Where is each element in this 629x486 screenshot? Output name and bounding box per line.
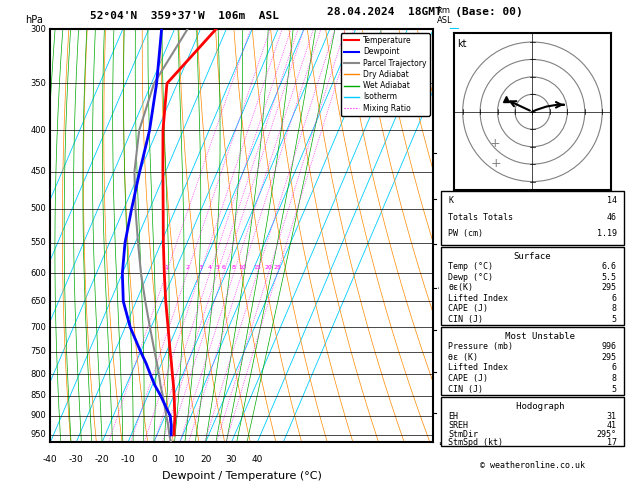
Bar bbox=[441, 397, 624, 447]
Text: CIN (J): CIN (J) bbox=[448, 315, 483, 324]
Text: -10: -10 bbox=[121, 455, 135, 464]
Text: 8: 8 bbox=[611, 374, 616, 383]
Text: 6: 6 bbox=[611, 294, 616, 303]
Text: Lifted Index: Lifted Index bbox=[448, 364, 508, 372]
Text: 5: 5 bbox=[438, 239, 443, 248]
Text: 350: 350 bbox=[31, 79, 47, 88]
Text: 4: 4 bbox=[208, 265, 212, 270]
Text: 6: 6 bbox=[611, 364, 616, 372]
Text: 550: 550 bbox=[31, 238, 47, 247]
Text: 5: 5 bbox=[611, 315, 616, 324]
Text: 950: 950 bbox=[31, 431, 47, 439]
Text: km
ASL: km ASL bbox=[437, 6, 453, 25]
Text: 295: 295 bbox=[601, 283, 616, 292]
Text: Totals Totals: Totals Totals bbox=[448, 212, 513, 222]
Text: CIN (J): CIN (J) bbox=[448, 385, 483, 394]
Legend: Temperature, Dewpoint, Parcel Trajectory, Dry Adiabat, Wet Adiabat, Isotherm, Mi: Temperature, Dewpoint, Parcel Trajectory… bbox=[341, 33, 430, 116]
Bar bbox=[441, 247, 624, 325]
Text: 5: 5 bbox=[611, 385, 616, 394]
Text: 46: 46 bbox=[606, 212, 616, 222]
Text: 3: 3 bbox=[438, 326, 443, 335]
Text: 900: 900 bbox=[31, 411, 47, 420]
Text: 1: 1 bbox=[438, 409, 443, 417]
Text: -20: -20 bbox=[95, 455, 109, 464]
Text: 295°: 295° bbox=[596, 430, 616, 439]
Text: Mixing Ratio (g/kg): Mixing Ratio (g/kg) bbox=[454, 196, 463, 276]
Bar bbox=[441, 191, 624, 245]
Text: θε(K): θε(K) bbox=[448, 283, 474, 292]
Text: 6.6: 6.6 bbox=[601, 262, 616, 271]
Text: 2: 2 bbox=[185, 265, 189, 270]
Text: StmDir: StmDir bbox=[448, 430, 479, 439]
Text: 40: 40 bbox=[252, 455, 263, 464]
Text: 8: 8 bbox=[611, 304, 616, 313]
Text: 5: 5 bbox=[215, 265, 219, 270]
Text: hPa: hPa bbox=[25, 15, 43, 25]
Text: 17: 17 bbox=[606, 438, 616, 448]
Text: 1: 1 bbox=[164, 265, 168, 270]
Text: 450: 450 bbox=[31, 167, 47, 176]
Text: 6: 6 bbox=[438, 194, 443, 204]
Text: CAPE (J): CAPE (J) bbox=[448, 374, 488, 383]
Text: 650: 650 bbox=[31, 297, 47, 306]
Text: 0: 0 bbox=[151, 455, 157, 464]
Text: 7: 7 bbox=[438, 148, 443, 157]
Text: 6: 6 bbox=[221, 265, 226, 270]
Text: Temp (°C): Temp (°C) bbox=[448, 262, 493, 271]
Text: 31: 31 bbox=[606, 412, 616, 421]
Text: 996: 996 bbox=[601, 342, 616, 351]
Text: Most Unstable: Most Unstable bbox=[489, 331, 576, 341]
Text: LCL: LCL bbox=[438, 438, 453, 447]
Text: StmSpd (kt): StmSpd (kt) bbox=[448, 438, 503, 448]
Text: 700: 700 bbox=[31, 323, 47, 332]
Text: EH: EH bbox=[448, 412, 459, 421]
Text: 10: 10 bbox=[238, 265, 246, 270]
Text: 600: 600 bbox=[31, 269, 47, 278]
Text: © weatheronline.co.uk: © weatheronline.co.uk bbox=[480, 461, 585, 470]
Text: 14: 14 bbox=[606, 196, 616, 205]
Text: 295: 295 bbox=[601, 353, 616, 362]
Text: 400: 400 bbox=[31, 126, 47, 135]
Text: PW (cm): PW (cm) bbox=[448, 229, 483, 238]
Text: Dewp (°C): Dewp (°C) bbox=[448, 273, 493, 282]
Text: K: K bbox=[448, 196, 454, 205]
Text: Pressure (mb): Pressure (mb) bbox=[448, 342, 513, 351]
Text: 15: 15 bbox=[253, 265, 261, 270]
Text: CAPE (J): CAPE (J) bbox=[448, 304, 488, 313]
Text: 850: 850 bbox=[31, 391, 47, 400]
Text: θε (K): θε (K) bbox=[448, 353, 479, 362]
Text: 20: 20 bbox=[200, 455, 211, 464]
Text: 3: 3 bbox=[198, 265, 202, 270]
Bar bbox=[441, 327, 624, 395]
Text: SREH: SREH bbox=[448, 421, 469, 430]
Text: 25: 25 bbox=[274, 265, 281, 270]
Text: 5.5: 5.5 bbox=[601, 273, 616, 282]
Text: -30: -30 bbox=[69, 455, 84, 464]
Text: 8: 8 bbox=[232, 265, 236, 270]
Text: 4: 4 bbox=[438, 283, 443, 292]
Text: 20: 20 bbox=[264, 265, 272, 270]
Text: 500: 500 bbox=[31, 205, 47, 213]
Text: -40: -40 bbox=[43, 455, 58, 464]
Text: 52°04'N  359°37'W  106m  ASL: 52°04'N 359°37'W 106m ASL bbox=[90, 11, 279, 21]
Text: 10: 10 bbox=[174, 455, 186, 464]
Text: 28.04.2024  18GMT  (Base: 00): 28.04.2024 18GMT (Base: 00) bbox=[326, 7, 523, 17]
Text: Lifted Index: Lifted Index bbox=[448, 294, 508, 303]
Text: Hodograph: Hodograph bbox=[500, 402, 565, 411]
Text: 1.19: 1.19 bbox=[596, 229, 616, 238]
Text: Dewpoint / Temperature (°C): Dewpoint / Temperature (°C) bbox=[162, 471, 322, 481]
Text: 800: 800 bbox=[31, 370, 47, 379]
Text: 750: 750 bbox=[31, 347, 47, 356]
Text: 2: 2 bbox=[438, 368, 443, 377]
Text: 30: 30 bbox=[226, 455, 237, 464]
Text: 300: 300 bbox=[31, 25, 47, 34]
Text: 41: 41 bbox=[606, 421, 616, 430]
Text: Surface: Surface bbox=[514, 252, 551, 261]
